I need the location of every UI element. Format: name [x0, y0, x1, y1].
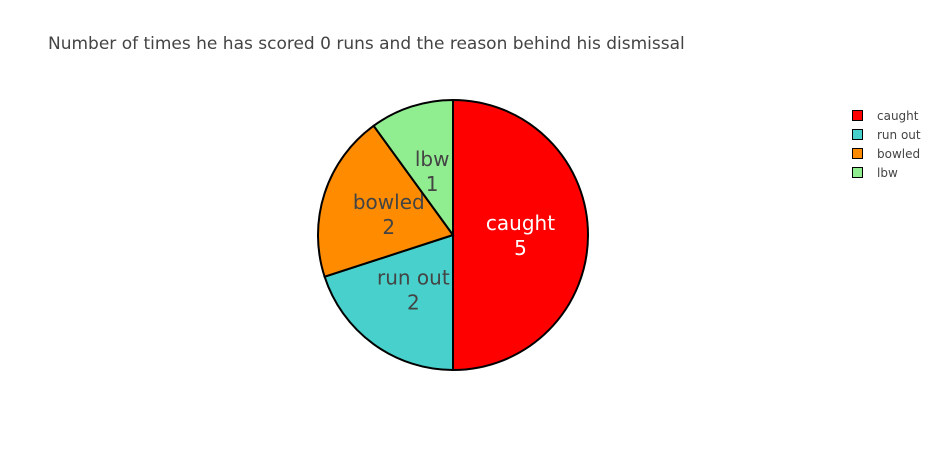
legend-swatch — [852, 167, 863, 178]
legend: caught run out bowled lbw — [852, 106, 921, 182]
pie-slice-caught — [452, 98, 589, 372]
slice-label-lbw: lbw 1 — [415, 147, 450, 196]
pie-slice-run-out — [323, 233, 454, 372]
legend-item-run-out[interactable]: run out — [852, 125, 921, 144]
legend-item-caught[interactable]: caught — [852, 106, 921, 125]
legend-label: run out — [877, 127, 921, 142]
legend-label: bowled — [877, 146, 921, 161]
legend-label: lbw — [877, 165, 898, 180]
legend-item-lbw[interactable]: lbw — [852, 163, 921, 182]
legend-label: caught — [877, 108, 919, 123]
legend-item-bowled[interactable]: bowled — [852, 144, 921, 163]
slice-label-caught: caught 5 — [486, 211, 555, 260]
legend-swatch — [852, 129, 863, 140]
chart-title: Number of times he has scored 0 runs and… — [48, 34, 685, 54]
slice-label-run-out: run out 2 — [377, 266, 450, 315]
slice-label-bowled: bowled 2 — [353, 190, 425, 239]
pie-slice-bowled — [317, 124, 455, 278]
legend-swatch — [852, 110, 863, 121]
legend-swatch — [852, 148, 863, 159]
pie-slice-lbw — [372, 98, 454, 239]
